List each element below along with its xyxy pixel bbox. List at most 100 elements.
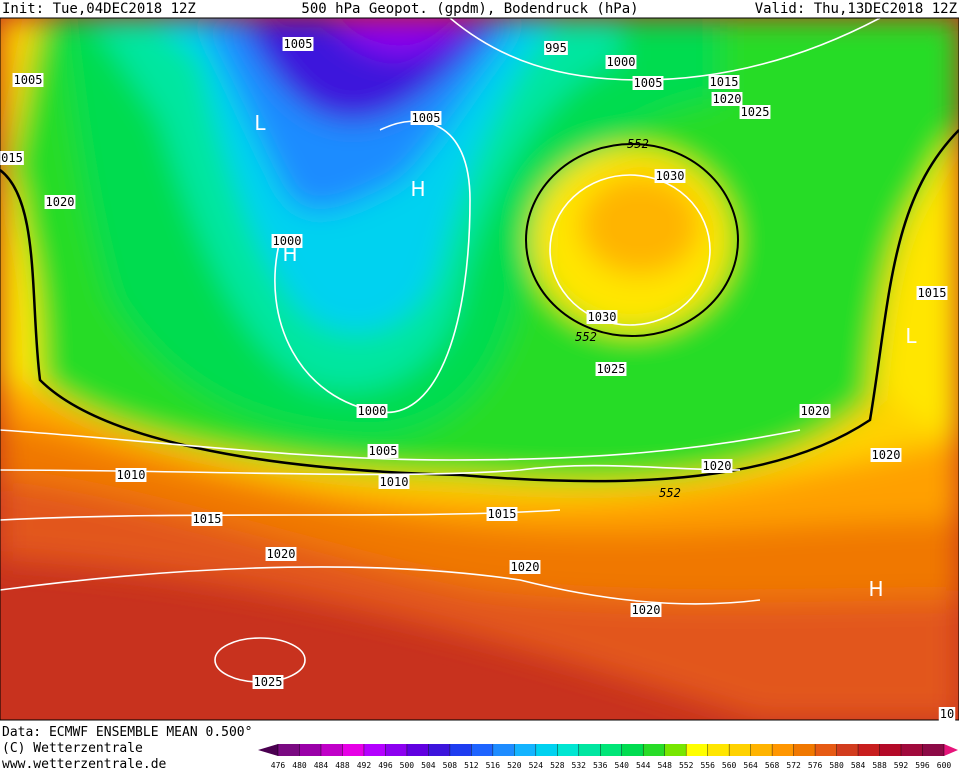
- isobar-label: 1020: [872, 448, 901, 462]
- colorbar-segment: [858, 744, 880, 756]
- colorbar-arrow: [944, 744, 958, 756]
- pressure-center: H: [282, 242, 297, 266]
- colorbar-segment: [514, 744, 536, 756]
- label-box: [410, 111, 442, 125]
- colorbar-segment: [707, 744, 730, 756]
- label-box: [701, 459, 733, 473]
- isobar-label: 1020: [46, 195, 75, 209]
- isobar-label: 1020: [713, 92, 742, 106]
- colorbar-tick-label: 576: [808, 761, 823, 770]
- label-box: [799, 404, 831, 418]
- label-box: [605, 55, 637, 69]
- colorbar-segment: [299, 744, 321, 756]
- colorbar-tick-label: 504: [421, 761, 436, 770]
- colorbar-segment: [750, 744, 773, 756]
- colorbar-segment: [363, 744, 386, 756]
- label-box: [356, 404, 388, 418]
- isobar-label: 1005: [14, 73, 43, 87]
- colorbar-segment: [664, 744, 687, 756]
- label-box: [44, 195, 76, 209]
- colorbar-segment: [385, 744, 407, 756]
- isobar-label: 1005: [634, 76, 663, 90]
- colorbar-segment: [836, 744, 859, 756]
- colorbar-tick-label: 572: [786, 761, 801, 770]
- colorbar-tick-label: 500: [400, 761, 415, 770]
- isobar-label: 1020: [511, 560, 540, 574]
- label-box: [282, 37, 314, 51]
- isobar-label: 1020: [632, 603, 661, 617]
- colorbar-segment: [428, 744, 450, 756]
- colorbar-arrow: [258, 744, 278, 756]
- colorbar-tick-label: 484: [314, 761, 329, 770]
- colorbar-tick-label: 492: [357, 761, 372, 770]
- pressure-center: L: [905, 324, 917, 348]
- colorbar-tick-label: 580: [829, 761, 844, 770]
- label-box: [115, 468, 147, 482]
- pressure-center: H: [410, 177, 425, 201]
- label-box: [367, 444, 399, 458]
- colorbar-tick-label: 536: [593, 761, 608, 770]
- colorbar-segment: [278, 744, 300, 756]
- colorbar-tick-label: 512: [464, 761, 479, 770]
- isobar-label: 1025: [254, 675, 283, 689]
- colorbar-segment: [686, 744, 708, 756]
- colorbar-tick-label: 588: [872, 761, 887, 770]
- colorbar-segment: [879, 744, 902, 756]
- colorbar-tick-label: 508: [443, 761, 458, 770]
- label-box: [378, 475, 410, 489]
- data-source: Data: ECMWF ENSEMBLE MEAN 0.500°: [2, 725, 252, 740]
- copyright: (C) Wetterzentrale: [2, 741, 143, 756]
- colorbar-segment: [729, 744, 751, 756]
- isobar-label: 1020: [267, 547, 296, 561]
- colorbar-segment: [557, 744, 579, 756]
- isobar-label: 1000: [358, 404, 387, 418]
- colorbar-segment: [342, 744, 364, 756]
- colorbar-tick-label: 488: [335, 761, 350, 770]
- isobar-label: 1000: [607, 55, 636, 69]
- colorbar-segment: [621, 744, 644, 756]
- pressure-centers: L H H L H: [254, 111, 917, 601]
- isobar-label: 1010: [117, 468, 146, 482]
- label-box: [870, 448, 902, 462]
- isobar-label: 995: [545, 41, 567, 55]
- colorbar-tick-label: 528: [550, 761, 565, 770]
- label-box: [916, 286, 948, 300]
- isobar-label: 1015: [193, 512, 222, 526]
- colorbar: 476 480 484 488 492 496 500 504 508 512 516 520 524 5…: [258, 744, 958, 770]
- label-box: [708, 75, 740, 89]
- colorbar-tick-label: 480: [292, 761, 307, 770]
- valid-time: Valid: Thu,13DEC2018 12Z: [755, 1, 957, 17]
- isobar-label: 552: [627, 137, 649, 151]
- colorbar-tick-label: 568: [765, 761, 780, 770]
- colorbar-segment: [793, 744, 816, 756]
- isobar-label: 1015: [488, 507, 517, 521]
- colorbar-segment: [815, 744, 837, 756]
- isobar-label: 1020: [801, 404, 830, 418]
- label-box: [654, 169, 686, 183]
- pressure-center: H: [868, 577, 883, 601]
- label-box: [586, 310, 618, 324]
- colorbar-segment: [320, 744, 343, 756]
- colorbar-tick-label: 592: [894, 761, 909, 770]
- isobar-label: 1030: [588, 310, 617, 324]
- isobar-label: 015: [1, 151, 23, 165]
- label-box: [252, 675, 284, 689]
- colorbar-tick-label: 496: [378, 761, 393, 770]
- colorbar-segment: [600, 744, 622, 756]
- label-box: [544, 41, 568, 55]
- isobar-label: 1005: [284, 37, 313, 51]
- colorbar-tick-label: 476: [271, 761, 286, 770]
- isobar-label: 1020: [703, 459, 732, 473]
- colorbar-segment: [535, 744, 558, 756]
- label-box: [630, 603, 662, 617]
- isobar-label: 552: [575, 330, 597, 344]
- isobar-label: 1000: [273, 234, 302, 248]
- label-box: [739, 105, 771, 119]
- colorbar-tick-label: 552: [679, 761, 694, 770]
- label-box: [632, 76, 664, 90]
- label-box: [0, 151, 24, 165]
- map-title: 500 hPa Geopot. (gpdm), Bodendruck (hPa): [301, 1, 638, 17]
- colorbar-segment: [471, 744, 493, 756]
